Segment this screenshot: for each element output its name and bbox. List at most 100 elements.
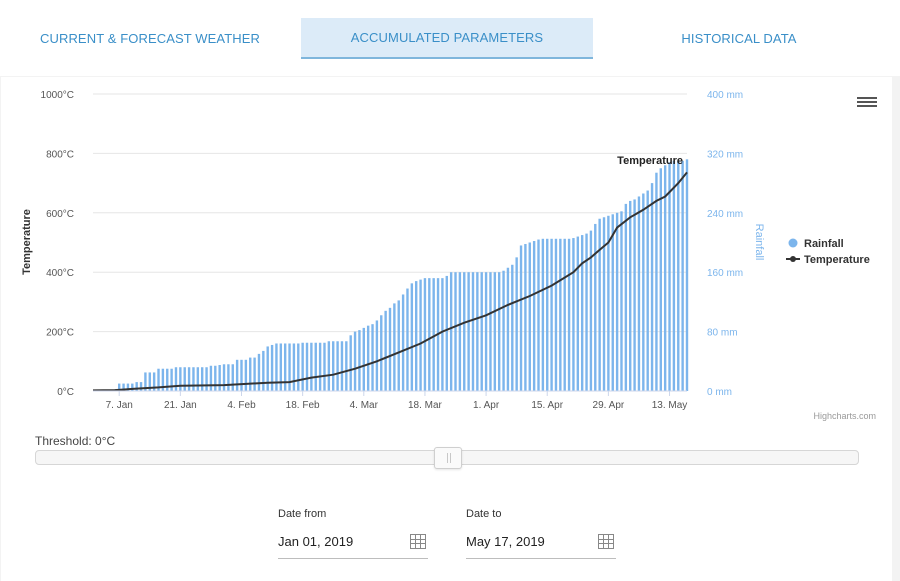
rainfall-bar <box>174 367 178 391</box>
rainfall-bar <box>611 214 614 391</box>
date-from-block: Date from Jan 01, 2019 <box>278 508 428 559</box>
rainfall-bar <box>187 367 191 391</box>
rainfall-bar <box>135 382 138 391</box>
rainfall-bar <box>327 341 331 391</box>
rainfall-bar <box>262 350 265 391</box>
tab-accumulated-parameters[interactable]: ACCUMULATED PARAMETERS <box>301 18 593 59</box>
legend-item-temperature[interactable]: Temperature <box>786 254 870 266</box>
legend-label-temperature: Temperature <box>804 254 870 266</box>
tab-historical-data[interactable]: HISTORICAL DATA <box>681 31 797 46</box>
rainfall-bar <box>642 193 645 391</box>
rainfall-bar <box>340 341 344 391</box>
rainfall-bar <box>432 278 435 391</box>
rainfall-bar <box>576 236 580 391</box>
calendar-icon[interactable] <box>410 534 426 549</box>
x-tick-label: 4. Mar <box>350 400 379 411</box>
rainfall-bar <box>567 238 571 391</box>
y-right-tick-label: 400 mm <box>707 90 743 101</box>
rainfall-bar <box>445 275 448 391</box>
rainfall-bar <box>235 359 239 391</box>
rainfall-bar <box>415 281 418 391</box>
rainfall-bar <box>323 342 326 391</box>
x-tick-label: 13. May <box>652 400 688 411</box>
x-tick-label: 18. Mar <box>408 400 443 411</box>
rainfall-bar <box>192 367 195 391</box>
rainfall-bar <box>183 367 186 391</box>
rainfall-bar <box>537 239 540 391</box>
rainfall-bar <box>471 272 475 391</box>
rainfall-bar <box>170 368 173 391</box>
rainfall-bar <box>423 278 427 391</box>
rainfall-bar <box>157 368 160 391</box>
rainfall-bar <box>253 357 256 391</box>
legend-item-rainfall[interactable]: Rainfall <box>788 238 844 250</box>
rainfall-bar <box>144 372 147 391</box>
legend-label-rainfall: Rainfall <box>804 238 844 250</box>
date-to-block: Date to May 17, 2019 <box>466 508 616 559</box>
rainfall-bar <box>393 303 396 391</box>
rainfall-bar <box>655 172 658 391</box>
rainfall-bar <box>297 343 300 391</box>
rainfall-bar <box>122 383 125 391</box>
highcharts-credits[interactable]: Highcharts.com <box>813 411 876 421</box>
rainfall-bar <box>685 159 689 391</box>
rainfall-bar <box>301 342 304 391</box>
tab-current-forecast-weather[interactable]: CURRENT & FORECAST WEATHER <box>39 31 260 46</box>
threshold-slider[interactable] <box>35 447 859 469</box>
x-tick-label: 29. Apr <box>593 400 625 411</box>
rainfall-bar <box>528 242 531 391</box>
rainfall-bar <box>410 283 414 391</box>
date-to-value: May 17, 2019 <box>466 534 545 549</box>
accumulated-chart: 7. Jan 21. Jan 4. Feb 18. Feb 4. Mar 18. Mar 1… <box>21 90 876 421</box>
y-right-tick-label: 240 mm <box>707 209 743 220</box>
legend: Rainfall Temperature <box>786 238 870 266</box>
rainfall-bar <box>497 272 501 391</box>
rainfall-bar <box>200 367 204 391</box>
y-right-tick-label: 80 mm <box>707 328 738 339</box>
rainfall-bar <box>240 359 243 391</box>
temperature-legend-symbol <box>790 256 796 262</box>
y-left-tick-label: 400°C <box>46 268 74 279</box>
rainfall-bar <box>384 310 387 391</box>
rainfall-bar <box>353 331 357 391</box>
x-tick-label: 21. Jan <box>164 400 197 411</box>
rainfall-bar <box>467 272 470 391</box>
rainfall-bar <box>161 368 165 391</box>
rainfall-bar <box>580 235 584 391</box>
rainfall-bar <box>633 199 636 391</box>
rainfall-bar <box>506 267 510 391</box>
date-to-field[interactable]: May 17, 2019 <box>466 529 616 559</box>
rainfall-bar <box>388 307 392 391</box>
rainfall-bar <box>310 342 313 391</box>
rainfall-bar <box>476 272 479 391</box>
rainfall-bar <box>594 223 597 391</box>
y-axis-left-ticks: 0°C 200°C 400°C 600°C 800°C 1000°C <box>41 90 74 398</box>
rainfall-bar <box>371 324 374 391</box>
rainfall-bar <box>283 343 287 391</box>
rainfall-bar <box>602 217 606 391</box>
rainfall-bar <box>244 359 248 391</box>
rainfall-bar <box>375 320 379 391</box>
rainfall-bar <box>458 272 462 391</box>
rainfall-bar <box>646 190 649 391</box>
hamburger-menu-icon[interactable] <box>857 95 877 111</box>
x-tick-label: 7. Jan <box>106 400 133 411</box>
rainfall-bar <box>663 165 667 391</box>
calendar-icon[interactable] <box>598 534 614 549</box>
date-from-field[interactable]: Jan 01, 2019 <box>278 529 428 559</box>
rainfall-bar <box>493 272 497 391</box>
y-left-tick-label: 1000°C <box>41 90 74 101</box>
rainfall-bars <box>118 159 689 391</box>
date-from-value: Jan 01, 2019 <box>278 534 354 549</box>
rainfall-bar <box>598 218 601 391</box>
rainfall-bar <box>502 270 505 391</box>
threshold-slider-handle[interactable] <box>433 447 462 469</box>
y-left-tick-label: 600°C <box>46 209 74 220</box>
y-axis-right-ticks: 0 mm 80 mm 160 mm 240 mm 320 mm 400 mm <box>707 90 743 398</box>
rainfall-bar <box>279 343 283 391</box>
x-tick-label: 1. Apr <box>473 400 500 411</box>
rainfall-bar <box>563 238 566 391</box>
rainfall-bar <box>607 215 610 391</box>
rainfall-bar <box>227 364 230 391</box>
y-left-tick-label: 200°C <box>46 328 74 339</box>
